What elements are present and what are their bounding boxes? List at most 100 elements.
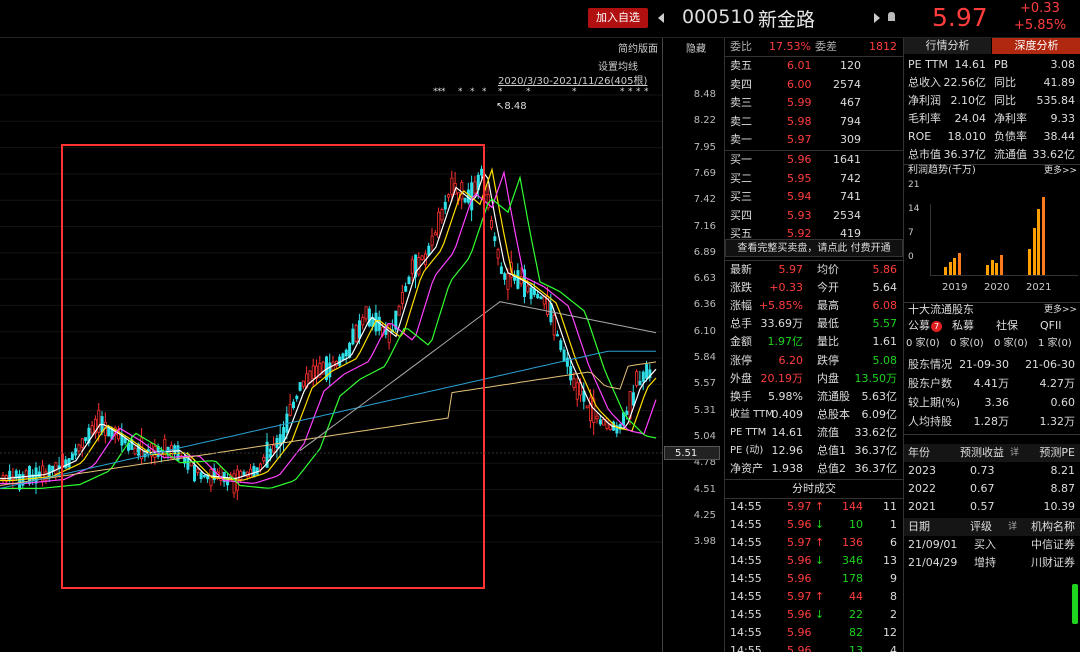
scrollbar-thumb[interactable] [1072,584,1078,624]
candle-body [625,410,629,415]
tab-deep-analysis[interactable]: 深度分析 [992,38,1080,54]
event-marker[interactable]: * [628,87,633,97]
hide-panel-button[interactable]: 隐藏 [686,44,706,55]
ask-row[interactable]: 卖五 6.01 120 [725,57,903,75]
fund-value: 3.08 [1050,58,1076,71]
candle-body [615,425,619,434]
holder-stat-value: 21-09-30 [959,358,1009,371]
candle-body [47,465,51,477]
event-marker[interactable]: * [636,87,641,97]
quote-label: 流通股 [817,389,850,403]
profit-bar [944,267,947,276]
bid-row[interactable]: 买三 5.94 741 [725,188,903,206]
event-marker[interactable]: * [441,87,446,97]
tab-market-analysis[interactable]: 行情分析 [904,38,991,54]
rating-detail-link[interactable]: 详 [1008,522,1018,532]
simple-layout-toggle[interactable]: 简约版面 [618,44,658,55]
quote-value: 5.63亿 [861,389,898,403]
candle-body [466,189,470,203]
quote-row: PE TTM 14.61 流值 33.62亿 [725,424,903,442]
profit-bar [1041,197,1045,276]
next-stock-icon[interactable] [874,13,880,23]
trade-count: 1 [890,518,897,531]
quote-value: 36.37亿 [854,462,898,476]
fund-value: 33.62亿 [1032,148,1076,161]
ask-row[interactable]: 卖一 5.97 309 [725,131,903,149]
profit-year-label: 2020 [984,282,1010,293]
event-marker[interactable]: * [482,87,487,97]
ask-row[interactable]: 卖三 5.99 467 [725,94,903,112]
ask-volume: 794 [840,114,861,128]
more-link[interactable]: 更多>> [1044,305,1078,315]
forecast-detail-link[interactable]: 详 [1010,448,1020,458]
bid-level: 买五 [730,227,752,240]
candle-body [506,273,510,290]
event-marker[interactable]: * [526,87,531,97]
ask-price: 6.00 [787,77,812,91]
trade-time: 14:55 [730,608,762,621]
candle-body [400,291,404,304]
quote-value: 1.938 [771,462,804,476]
rating-date: 21/09/01 [908,538,958,551]
forecast-pe: 8.21 [1050,464,1076,477]
event-marker[interactable]: * [433,87,438,97]
bid-row[interactable]: 买一 5.96 1641 [725,151,903,169]
profit-year-label: 2019 [942,282,968,293]
trade-row: 14:55 5.97 ↑ 136 6 [725,534,903,552]
rating-col: 日期 [908,520,930,533]
full-orderbook-link[interactable]: 查看完整买卖盘，请点此 付费开通 [725,239,903,257]
current-price: 5.97 [932,3,988,32]
holder-stat-row: 股东情况 21-09-30 21-06-30 [904,356,1080,374]
event-marker[interactable]: * [620,87,625,97]
candle-body [364,306,368,320]
bell-icon[interactable] [888,12,895,21]
event-marker[interactable]: * [470,87,475,97]
divider [725,260,903,261]
quote-label: 涨停 [730,353,752,367]
trade-row: 14:55 5.96 ↓ 346 13 [725,552,903,570]
holder-stat-value: 1.28万 [973,415,1010,428]
quote-value: 13.50万 [854,371,898,385]
fundamental-row: 净利润 2.10亿 同比 535.84 [904,92,1080,110]
kline-canvas[interactable]: * * * * * * * * * * * * * [0,38,662,652]
event-marker[interactable]: * [458,87,463,97]
fund-label: ROE [908,130,932,143]
candle-body [351,328,355,345]
axis-tick: 8.48 [693,89,716,100]
quote-value: 6.08 [872,299,898,313]
candle-body [272,444,276,453]
add-watchlist-button[interactable]: 加入自选 [588,8,648,28]
prev-stock-icon[interactable] [658,13,664,23]
axis-tick: 5.04 [693,430,716,442]
candle-body [552,315,556,336]
bid-price: 5.93 [787,208,812,222]
ma-settings-button[interactable]: 设置均线 [598,62,638,73]
more-link[interactable]: 更多>> [1044,166,1078,176]
trade-volume: 346 [842,554,863,567]
event-marker[interactable]: * [644,87,649,97]
candle-body [31,474,35,481]
kline-chart[interactable]: * * * * * * * * * * * * * [0,38,722,652]
trade-row: 14:55 5.96 ↓ 22 2 [725,606,903,624]
rating-row[interactable]: 21/09/01 买入 中信证券 [904,536,1080,554]
ask-level: 卖二 [730,114,752,128]
holder-stat-row: 人均持股 1.28万 1.32万 [904,413,1080,431]
candle-body [496,249,500,259]
quote-label: PE (动) [730,445,764,456]
ask-row[interactable]: 卖四 6.00 2574 [725,76,903,94]
candle-body [54,462,58,475]
bid-row[interactable]: 买五 5.92 419 [725,225,903,243]
candle-body [341,353,345,361]
quote-value: 12.96 [771,444,804,457]
event-marker[interactable]: * [498,87,503,97]
event-marker[interactable]: * [572,87,577,97]
candle-body [321,361,325,375]
forecast-header: 年份 预测收益详 预测PE [904,444,1080,462]
candle-body [97,409,101,433]
ask-row[interactable]: 卖二 5.98 794 [725,113,903,131]
rating-row[interactable]: 21/04/29 增持 川财证券 [904,554,1080,572]
bid-row[interactable]: 买二 5.95 742 [725,170,903,188]
candle-body [556,334,560,337]
bid-row[interactable]: 买四 5.93 2534 [725,207,903,225]
event-marker[interactable]: * [437,87,442,97]
